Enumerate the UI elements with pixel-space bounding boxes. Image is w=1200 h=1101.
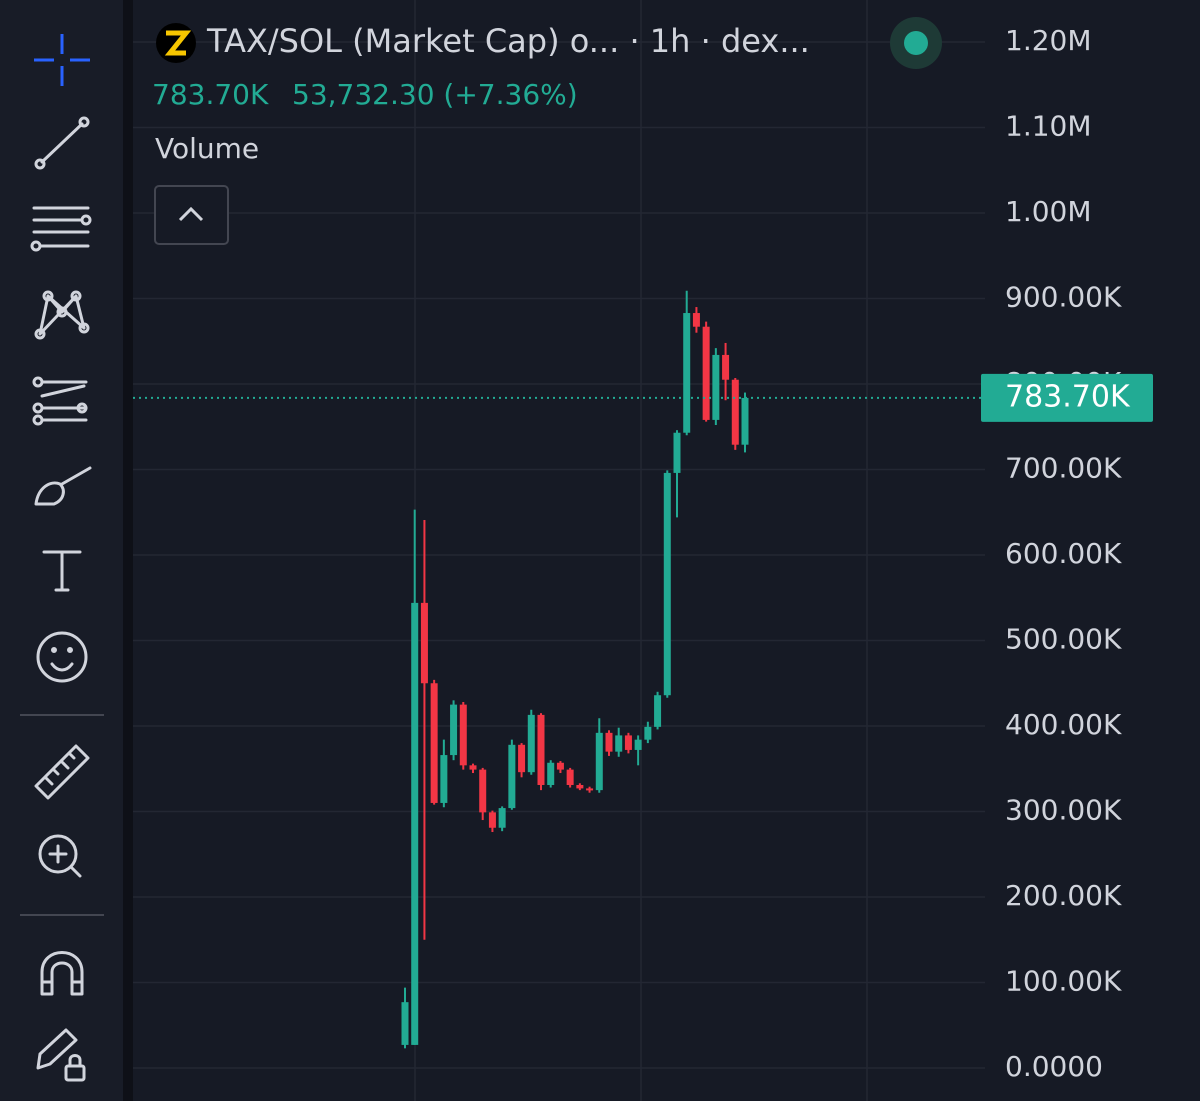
- candle-body: [741, 397, 749, 445]
- candle-body: [469, 765, 477, 770]
- lock-drawing-tool[interactable]: [36, 1028, 86, 1082]
- y-tick-label: 900.00K: [1005, 281, 1122, 314]
- grid: [133, 41, 985, 1069]
- divider: [123, 0, 133, 1101]
- candle-body: [702, 326, 710, 420]
- candle-body: [498, 808, 506, 828]
- candle-body: [430, 683, 438, 803]
- y-tick-label: 700.00K: [1005, 452, 1122, 485]
- candle-body: [527, 714, 535, 773]
- chart-title[interactable]: TAX/SOL (Market Cap) o... · 1h · dex...: [206, 22, 810, 60]
- status-dot: [904, 31, 928, 55]
- legend-close: 783.70K: [152, 78, 269, 111]
- candle-body: [411, 602, 419, 1045]
- candle-body: [722, 354, 730, 380]
- candle-body: [615, 735, 623, 752]
- candle-body: [576, 784, 584, 789]
- candle-body: [731, 379, 739, 445]
- candles: [133, 290, 985, 1049]
- zoom-tool[interactable]: [38, 834, 82, 878]
- ruler-tool[interactable]: [34, 744, 90, 800]
- brush-tool[interactable]: [34, 466, 92, 506]
- y-tick-label: 100.00K: [1005, 965, 1122, 998]
- projection-tool[interactable]: [32, 376, 88, 426]
- candle-body: [420, 602, 428, 684]
- y-tick-label: 400.00K: [1005, 708, 1122, 741]
- candle-body: [683, 313, 691, 433]
- candle-body: [663, 472, 671, 696]
- y-tick-label: 1.00M: [1005, 195, 1092, 228]
- y-tick-label: 300.00K: [1005, 794, 1122, 827]
- candle-body: [488, 812, 496, 828]
- candle-body: [566, 769, 574, 785]
- header: TAX/SOL (Market Cap) o... · 1h · dex... …: [152, 17, 942, 245]
- y-tick-label: 1.10M: [1005, 110, 1092, 143]
- text-tool[interactable]: [42, 550, 82, 592]
- candle-body: [586, 788, 594, 791]
- candle-body: [547, 762, 555, 785]
- y-tick-label: 0.0000: [1005, 1050, 1103, 1083]
- candle-body: [624, 735, 632, 750]
- magnet-tool[interactable]: [40, 951, 84, 996]
- fib-tool[interactable]: [30, 206, 92, 252]
- y-tick-label: 600.00K: [1005, 537, 1122, 570]
- crosshair-tool[interactable]: [34, 34, 90, 86]
- indicator-label[interactable]: Volume: [155, 132, 259, 165]
- pattern-tool[interactable]: [34, 290, 90, 340]
- trend-line-tool[interactable]: [34, 116, 90, 170]
- y-tick-label: 200.00K: [1005, 879, 1122, 912]
- candle-body: [605, 732, 613, 752]
- candle-body: [712, 354, 720, 420]
- last-price-label: 783.70K: [1005, 379, 1131, 414]
- candle-body: [440, 755, 448, 803]
- candle-body: [644, 726, 652, 740]
- emoji-tool[interactable]: [36, 631, 88, 683]
- candle-body: [673, 432, 681, 473]
- candle-body: [459, 704, 467, 766]
- candle-body: [479, 769, 487, 813]
- candle-body: [450, 704, 458, 756]
- logo-mark: [164, 30, 192, 56]
- candle-body: [508, 744, 516, 809]
- candle-body: [537, 714, 545, 785]
- candle-body: [634, 739, 642, 750]
- price-axis: 0.0000 100.00K 200.00K 300.00K 400.00K 500.00…: [981, 24, 1153, 1083]
- candle-body: [401, 1002, 409, 1045]
- candle-body: [654, 695, 662, 727]
- legend-change: 53,732.30 (+7.36%): [292, 78, 578, 111]
- last-price-badge: [981, 373, 1153, 422]
- candle-body: [595, 732, 603, 791]
- toolbar-icons: [20, 34, 104, 1082]
- candle-body: [518, 744, 526, 773]
- collapse-icon: [178, 206, 204, 222]
- candle-body: [692, 313, 700, 327]
- collapse-button[interactable]: [154, 185, 229, 245]
- y-tick-label: 500.00K: [1005, 623, 1122, 656]
- y-tick-label: 1.20M: [1005, 24, 1092, 57]
- candle-body: [556, 762, 564, 770]
